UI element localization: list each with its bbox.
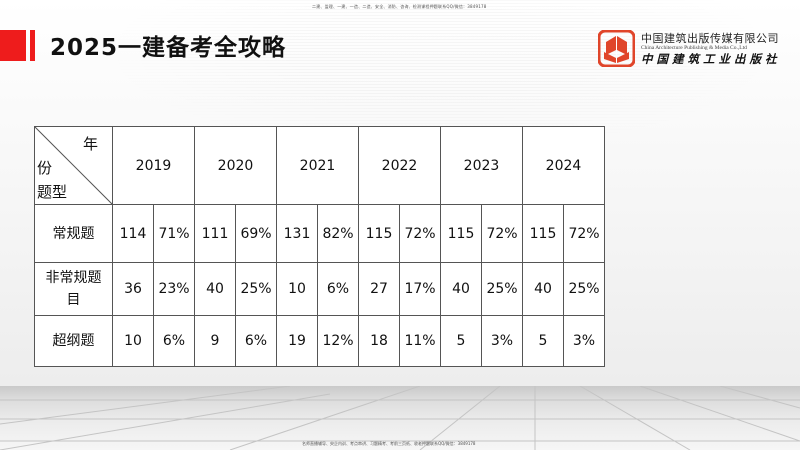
count-cell: 111	[194, 204, 236, 263]
row-label: 常规题	[34, 204, 113, 263]
row-label-line2: 目	[66, 292, 81, 308]
corner-label-type: 题型	[37, 183, 68, 201]
percent-cell: 72%	[399, 204, 441, 263]
count-cell: 131	[276, 204, 318, 263]
year-header: 2024	[522, 126, 605, 205]
percent-cell: 71%	[153, 204, 195, 263]
percent-cell: 6%	[235, 315, 277, 367]
count-cell: 115	[358, 204, 400, 263]
count-cell: 40	[522, 262, 564, 316]
bottom-watermark-text: 名师直播辅导、央企内训、考点串讲、习题精考、考前三页纸、收老押题联系QQ/微信：…	[302, 441, 476, 446]
publisher-logo: 中国建筑出版传媒有限公司 China Architecture Publishi…	[598, 30, 781, 67]
percent-cell: 23%	[153, 262, 195, 316]
publisher-name-cn: 中国建筑出版传媒有限公司	[641, 31, 779, 45]
percent-cell: 11%	[399, 315, 441, 367]
count-cell: 5	[440, 315, 482, 367]
count-cell: 27	[358, 262, 400, 316]
count-cell: 36	[112, 262, 154, 316]
percent-cell: 25%	[481, 262, 523, 316]
diagonal-divider	[35, 127, 113, 205]
percent-cell: 17%	[399, 262, 441, 316]
year-header: 2023	[440, 126, 523, 205]
percent-cell: 72%	[481, 204, 523, 263]
year-header: 2021	[276, 126, 359, 205]
year-header: 2022	[358, 126, 441, 205]
percent-cell: 25%	[563, 262, 605, 316]
percent-cell: 25%	[235, 262, 277, 316]
publisher-name-calligraphy: 中国建筑工业出版社	[641, 51, 781, 66]
corner-label-year: 年	[82, 135, 98, 153]
percent-cell: 3%	[481, 315, 523, 367]
title-accent-bar	[30, 30, 35, 61]
row-label-line1: 非常规题	[45, 270, 102, 286]
floor-tile-lines	[0, 386, 800, 450]
book-building-logo-icon	[598, 30, 635, 67]
percent-cell: 6%	[153, 315, 195, 367]
year-header: 2019	[112, 126, 195, 205]
count-cell: 114	[112, 204, 154, 263]
count-cell: 19	[276, 315, 318, 367]
count-cell: 9	[194, 315, 236, 367]
table-corner-cell: 年 份 题型	[34, 126, 113, 205]
percent-cell: 69%	[235, 204, 277, 263]
percent-cell: 6%	[317, 262, 359, 316]
percent-cell: 72%	[563, 204, 605, 263]
count-cell: 40	[194, 262, 236, 316]
question-type-table: 年 份 题型 2019 2020 2021 2022 2023 2024 常规题…	[34, 126, 605, 367]
table-row: 非常规题 目 36 23% 40 25% 10 6% 27 17% 40 25%…	[34, 262, 605, 316]
count-cell: 115	[522, 204, 564, 263]
title-accent-block	[0, 30, 26, 61]
count-cell: 10	[276, 262, 318, 316]
top-watermark-text: 二建、监理、一建、一造、二造、安全、消防、咨询、检测课程押题联系QQ/微信：38…	[312, 4, 487, 9]
count-cell: 18	[358, 315, 400, 367]
count-cell: 40	[440, 262, 482, 316]
percent-cell: 82%	[317, 204, 359, 263]
percent-cell: 12%	[317, 315, 359, 367]
table-row: 常规题 114 71% 111 69% 131 82% 115 72% 115 …	[34, 204, 605, 263]
percent-cell: 3%	[563, 315, 605, 367]
count-cell: 5	[522, 315, 564, 367]
table-header-row: 年 份 题型 2019 2020 2021 2022 2023 2024	[34, 126, 605, 205]
corner-label-fen: 份	[37, 159, 53, 177]
publisher-name-en: China Architecture Publishing & Media Co…	[641, 44, 747, 51]
count-cell: 115	[440, 204, 482, 263]
page-title: 2025一建备考全攻略	[50, 35, 287, 61]
tiled-floor-background	[0, 386, 800, 450]
row-label: 非常规题 目	[34, 262, 113, 316]
table-row: 超纲题 10 6% 9 6% 19 12% 18 11% 5 3% 5 3%	[34, 315, 605, 367]
year-header: 2020	[194, 126, 277, 205]
count-cell: 10	[112, 315, 154, 367]
row-label: 超纲题	[34, 315, 113, 367]
